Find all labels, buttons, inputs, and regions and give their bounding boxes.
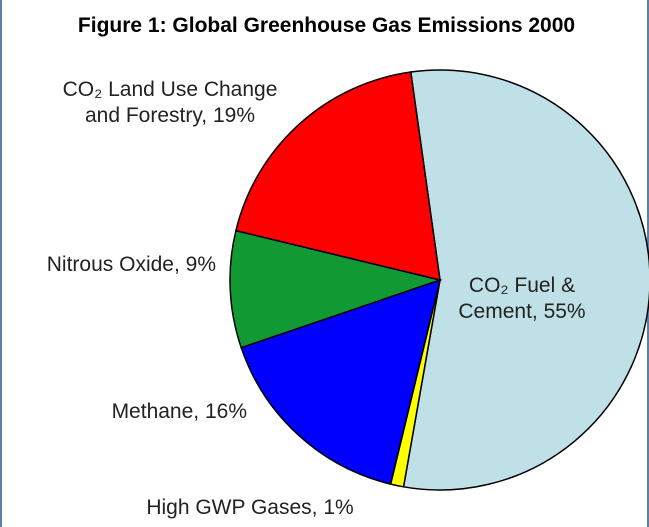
- chart-title: Figure 1: Global Greenhouse Gas Emission…: [77, 14, 576, 37]
- slice-label-high-gwp-gases: High GWP Gases, 1%: [146, 496, 353, 519]
- slice-label-co-fuel-cement: CO₂ Fuel & Cement, 55%: [458, 274, 585, 323]
- pie-slice-co-fuel-cement: [402, 69, 649, 491]
- slice-label-nitrous-oxide: Nitrous Oxide, 9%: [47, 253, 216, 276]
- slice-label-co-land-use-change-and-forestry: CO₂ Land Use Change and Forestry, 19%: [63, 78, 278, 127]
- slice-label-methane: Methane, 16%: [112, 400, 247, 423]
- pie-slice-co-land-use-change-and-forestry: [234, 71, 441, 281]
- pie-slice-nitrous-oxide: [229, 229, 443, 349]
